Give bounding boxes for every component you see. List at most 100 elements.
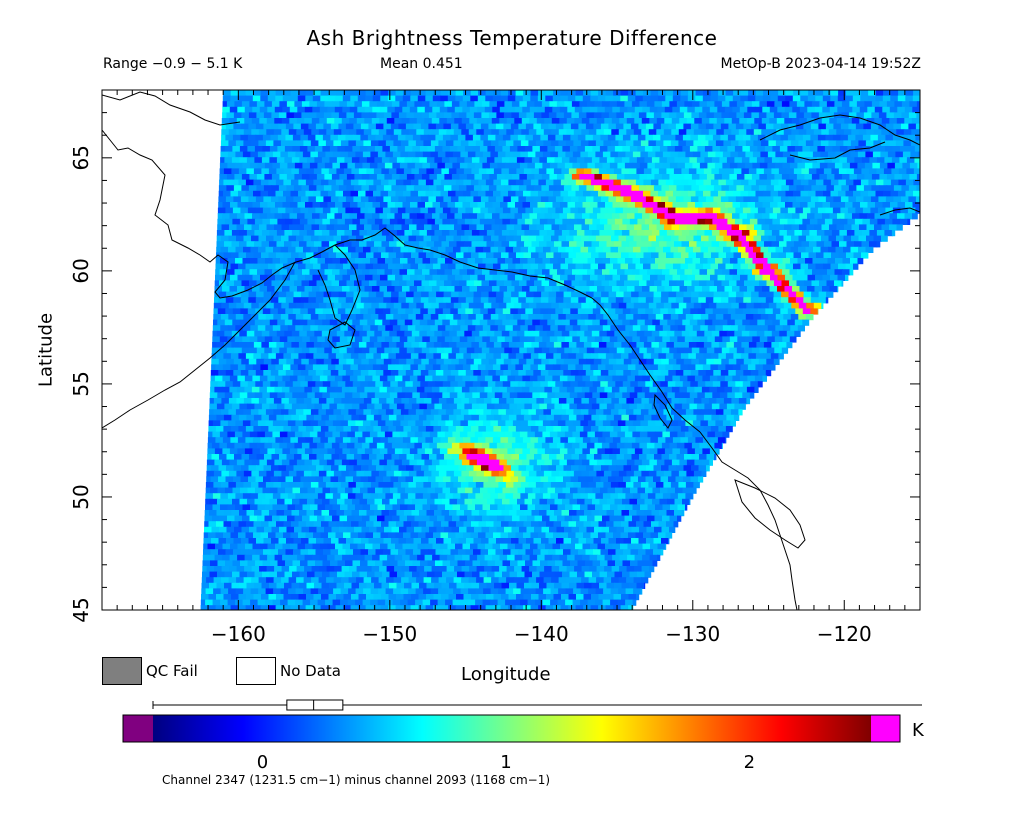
data-cell — [258, 235, 267, 242]
data-cell — [286, 347, 296, 354]
data-cell — [358, 353, 367, 360]
data-cell — [586, 347, 596, 354]
data-cell — [294, 162, 304, 169]
data-cell — [599, 319, 609, 326]
data-cell — [608, 123, 617, 130]
data-cell — [542, 162, 551, 169]
data-cell — [675, 381, 684, 388]
data-cell — [667, 308, 677, 315]
data-cell — [457, 308, 467, 315]
data-cell — [461, 235, 470, 242]
data-cell — [626, 386, 636, 393]
data-cell — [683, 358, 693, 365]
data-cell — [717, 213, 726, 220]
data-cell — [310, 325, 319, 332]
data-cell — [429, 280, 438, 287]
data-cell — [623, 185, 633, 192]
data-cell — [815, 90, 824, 97]
data-cell — [677, 151, 687, 158]
data-cell — [320, 95, 329, 102]
data-cell — [691, 358, 700, 365]
data-cell — [449, 218, 459, 225]
data-cell — [590, 263, 599, 270]
data-cell — [530, 95, 539, 102]
data-cell — [229, 386, 238, 393]
data-cell — [397, 146, 406, 153]
data-cell — [830, 274, 839, 281]
data-cell — [340, 151, 349, 158]
data-cell — [824, 146, 834, 153]
data-cell — [381, 241, 390, 248]
data-cell — [291, 330, 301, 337]
data-cell — [515, 90, 524, 97]
data-cell — [651, 241, 660, 248]
data-cell — [593, 297, 602, 304]
data-cell — [730, 325, 739, 332]
data-cell — [354, 162, 364, 169]
data-cell — [373, 263, 382, 270]
data-cell — [640, 325, 649, 332]
data-cell — [686, 398, 695, 405]
data-cell — [796, 291, 805, 298]
data-cell — [409, 386, 418, 393]
data-cell — [455, 179, 465, 186]
data-cell — [683, 123, 692, 130]
data-cell — [346, 174, 356, 181]
data-cell — [299, 319, 309, 326]
data-cell — [852, 95, 862, 102]
data-cell — [401, 235, 410, 242]
data-cell — [731, 118, 741, 125]
data-cell — [303, 398, 313, 405]
data-cell — [676, 291, 685, 298]
data-cell — [274, 375, 284, 382]
data-cell — [436, 112, 445, 119]
data-cell — [796, 174, 806, 181]
data-cell — [407, 258, 416, 265]
data-cell — [360, 381, 369, 388]
data-cell — [470, 190, 479, 197]
data-cell — [269, 241, 278, 248]
data-cell — [427, 319, 436, 326]
data-cell — [651, 157, 661, 164]
data-cell — [851, 129, 860, 136]
data-cell — [642, 106, 651, 113]
data-cell — [408, 409, 417, 416]
data-cell — [512, 269, 521, 276]
data-cell — [642, 286, 651, 293]
data-cell — [467, 162, 476, 169]
data-cell — [782, 325, 792, 332]
data-cell — [468, 409, 477, 416]
data-cell — [337, 308, 347, 315]
data-cell — [223, 252, 232, 259]
data-cell — [415, 151, 424, 158]
data-cell — [344, 230, 353, 237]
data-cell — [230, 95, 239, 102]
data-cell — [435, 370, 445, 377]
data-cell — [803, 291, 812, 298]
data-cell — [399, 347, 408, 354]
data-cell — [725, 364, 734, 371]
data-cell — [415, 258, 424, 265]
data-cell — [691, 280, 700, 287]
data-cell — [561, 403, 571, 410]
data-cell — [387, 202, 396, 209]
data-cell — [897, 106, 906, 113]
data-cell — [331, 291, 340, 298]
data-cell — [299, 403, 308, 410]
data-cell — [620, 95, 629, 102]
data-cell — [278, 185, 288, 192]
data-cell — [897, 213, 906, 220]
data-cell — [664, 375, 674, 382]
data-cell — [649, 106, 659, 113]
data-cell — [572, 151, 582, 158]
data-cell — [564, 101, 573, 108]
data-cell — [632, 269, 641, 276]
data-cell — [727, 381, 737, 388]
data-cell — [818, 291, 827, 298]
data-cell — [378, 246, 387, 253]
data-cell — [451, 112, 460, 119]
data-cell — [393, 140, 402, 147]
data-cell — [328, 168, 338, 175]
data-cell — [344, 403, 353, 410]
data-cell — [315, 370, 325, 377]
